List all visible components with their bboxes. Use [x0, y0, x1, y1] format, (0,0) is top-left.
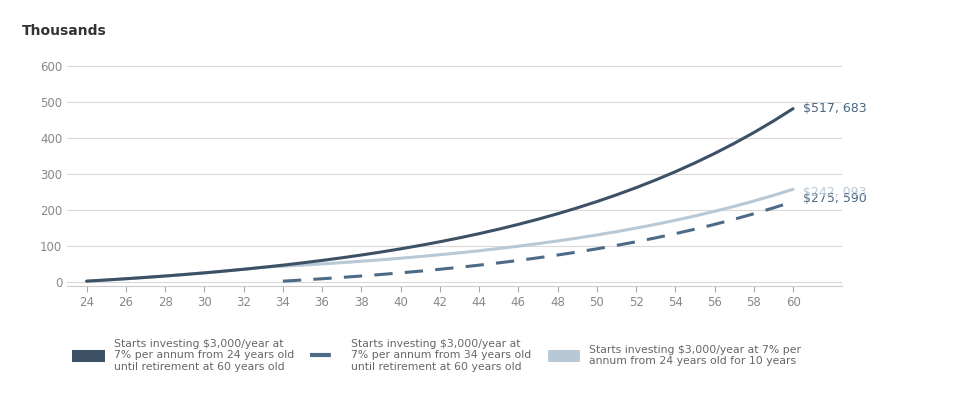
Text: $517, 683: $517, 683 — [803, 102, 866, 115]
Text: $275, 590: $275, 590 — [803, 192, 867, 205]
Legend: Starts investing $3,000/year at
7% per annum from 24 years old
until retirement : Starts investing $3,000/year at 7% per a… — [73, 339, 801, 372]
Text: $242, 093: $242, 093 — [803, 186, 866, 198]
Text: Thousands: Thousands — [22, 24, 107, 38]
